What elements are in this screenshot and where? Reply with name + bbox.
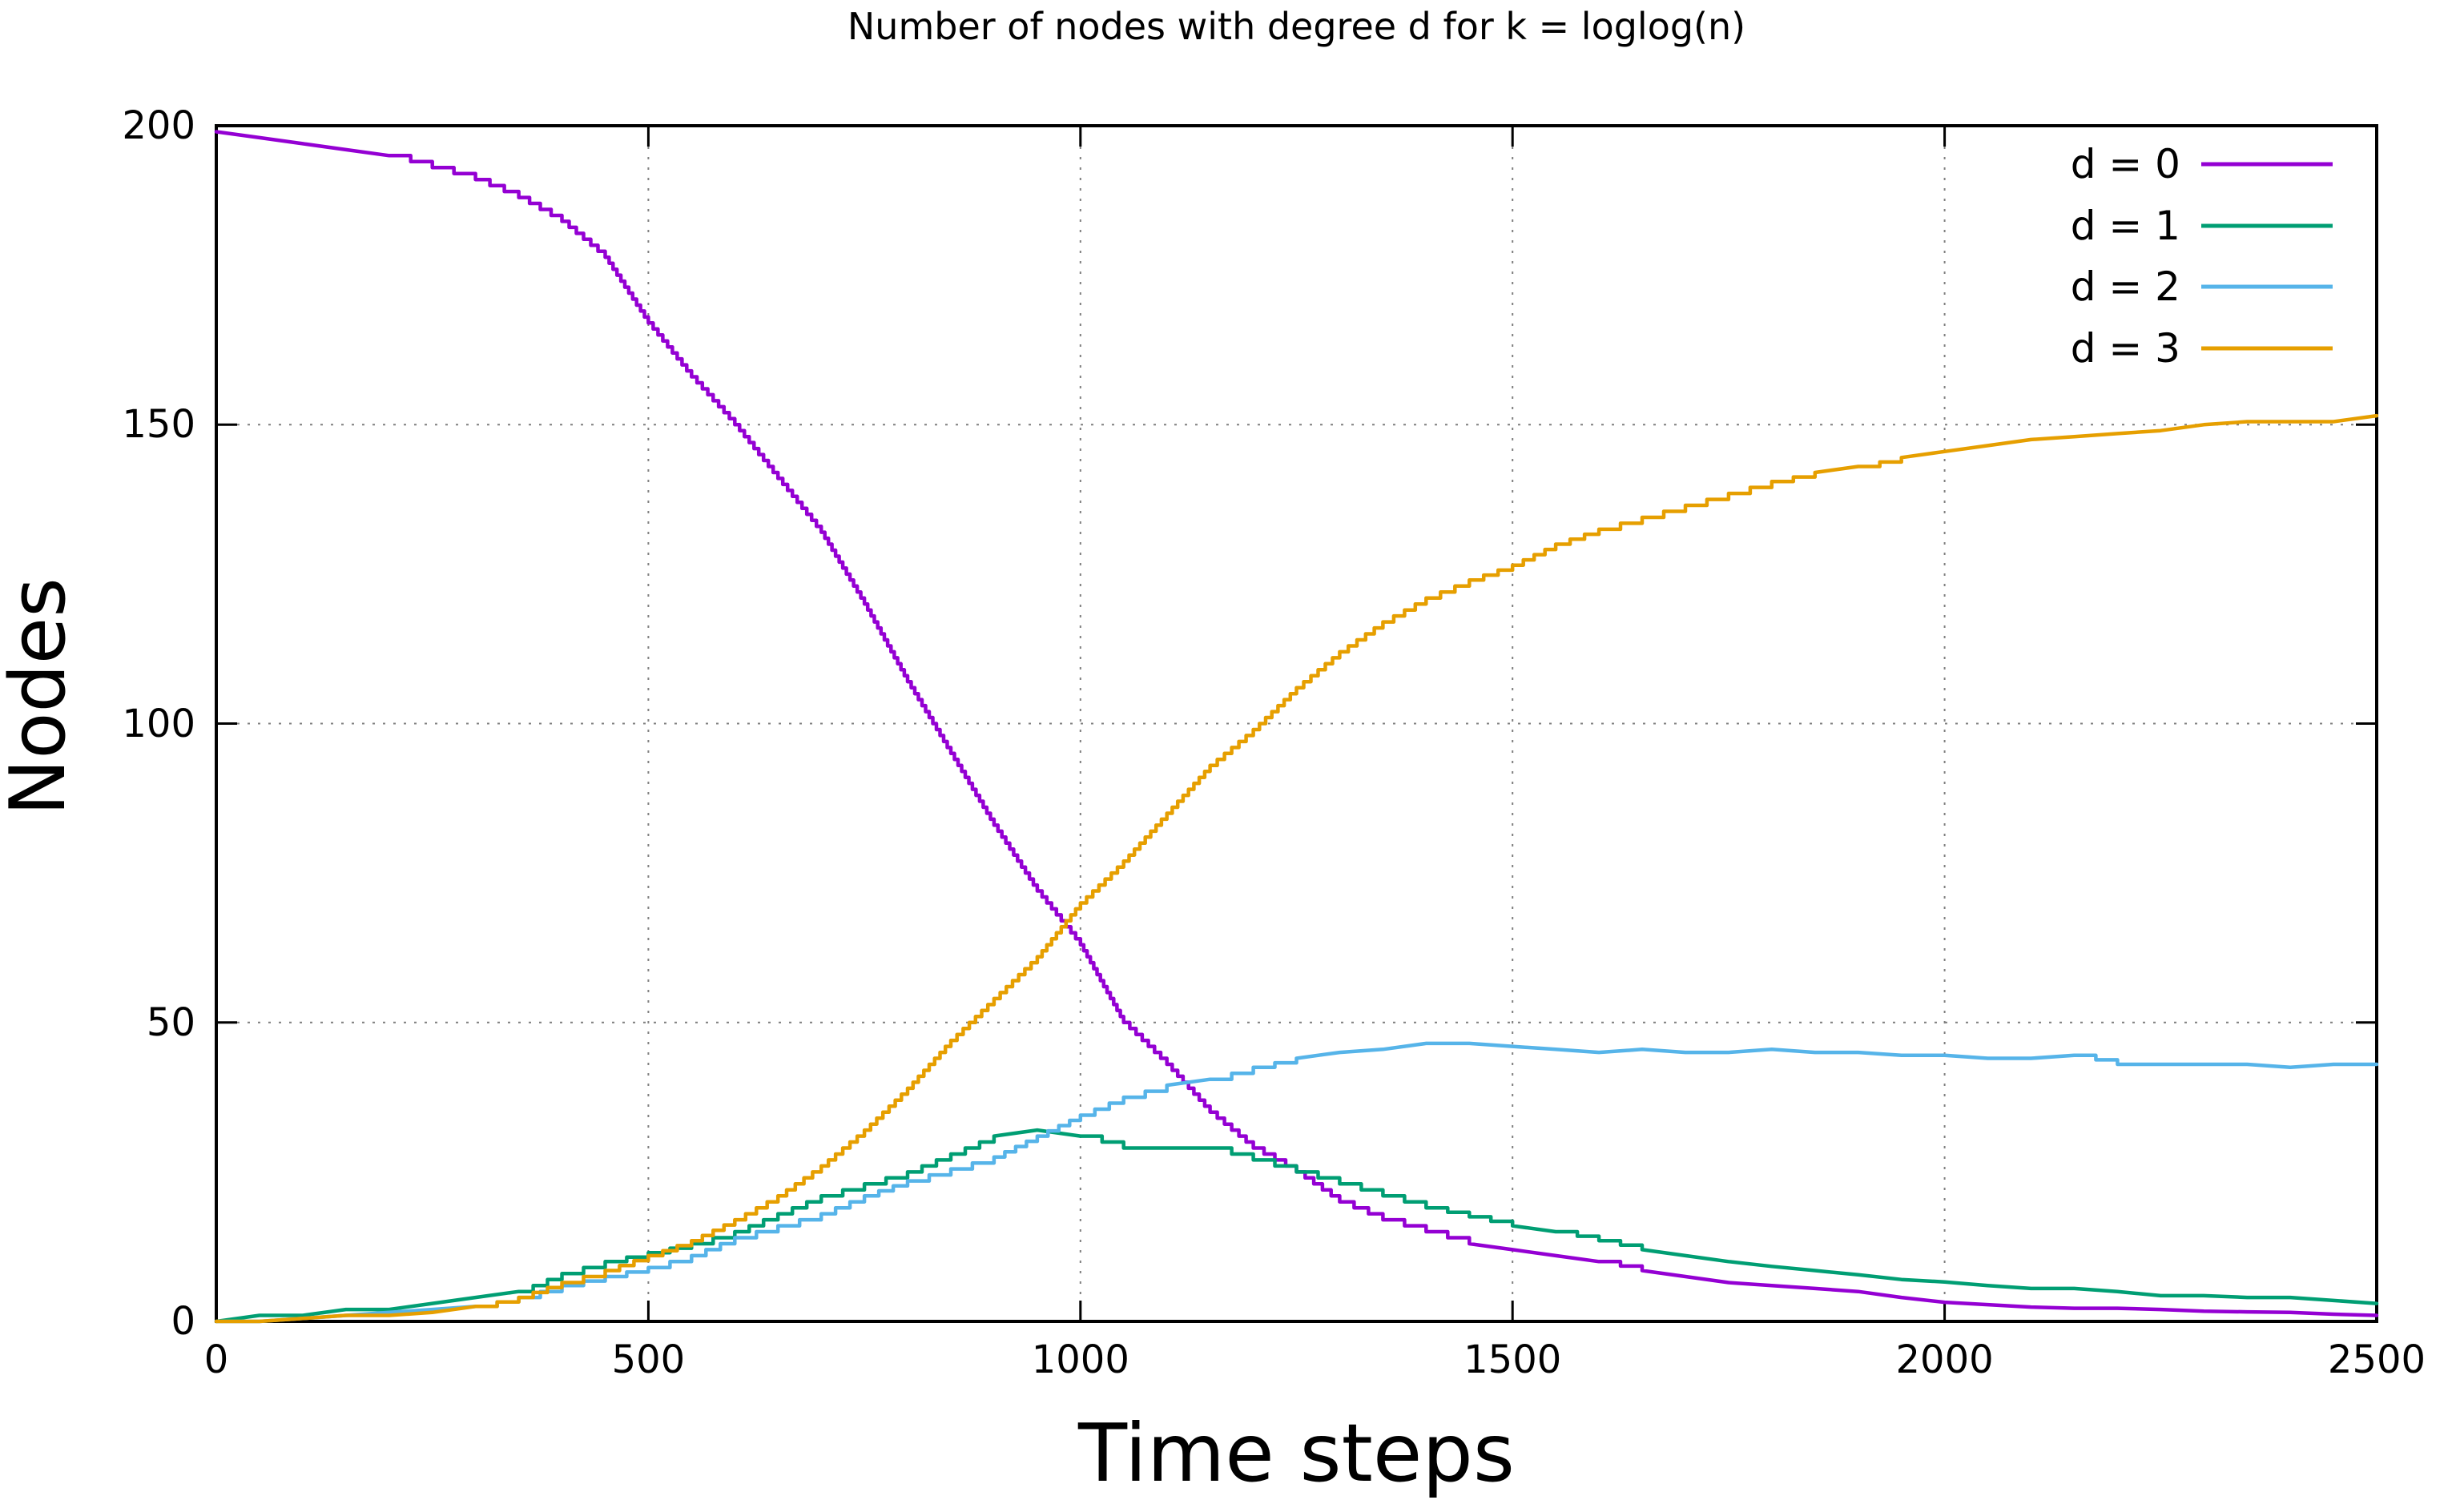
series-line-3 [214,413,2379,1324]
y-tick-label: 100 [122,701,195,746]
y-tick-label: 150 [122,402,195,448]
x-tick-label: 0 [203,1337,229,1382]
x-axis-title: Time steps [1078,1406,1515,1500]
y-tick-label: 200 [122,103,195,148]
series-line-0 [214,130,2379,1317]
x-tick-label: 1000 [1031,1337,1129,1382]
x-tick-label: 2500 [2327,1337,2426,1382]
y-tick-label: 50 [146,999,195,1045]
x-tick-label: 1500 [1464,1337,1562,1382]
x-tick-label: 2000 [1895,1337,1994,1382]
x-tick-label: 500 [611,1337,686,1382]
legend-label-d0: d = 0 [2070,141,2180,187]
chart-title: Number of nodes with degree d for k = lo… [847,5,1746,48]
legend-label-d1: d = 1 [2070,203,2180,249]
legend-label-d2: d = 2 [2070,263,2180,310]
legend-label-d3: d = 3 [2070,325,2180,372]
series-line-2 [214,1041,2379,1324]
y-tick-label: 0 [171,1299,195,1344]
